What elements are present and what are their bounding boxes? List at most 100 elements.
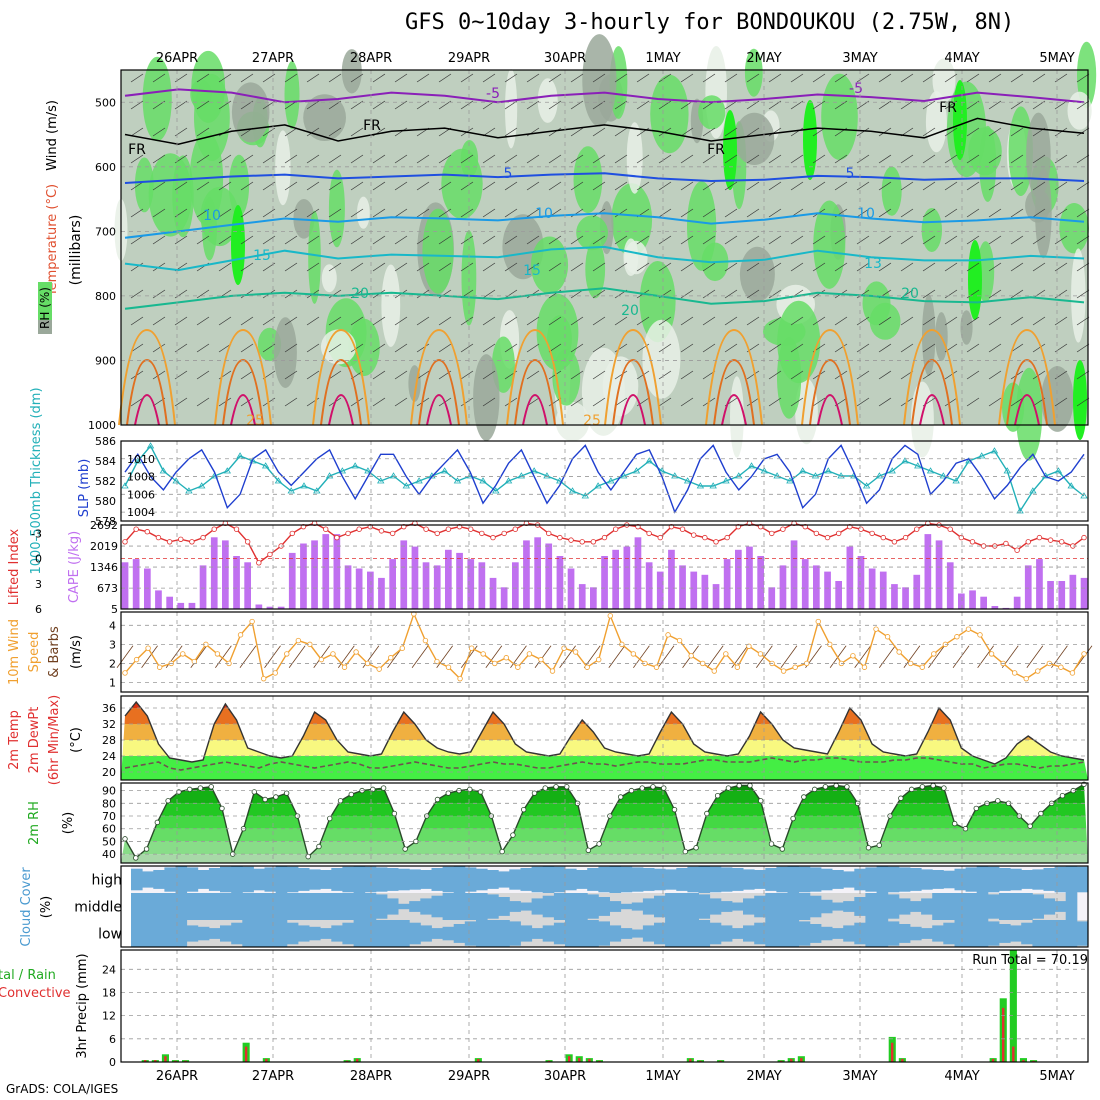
cape-bar — [824, 571, 831, 609]
wind-barb — [394, 316, 408, 326]
wind-barb — [1032, 235, 1046, 245]
wind10m-barb — [657, 645, 675, 668]
wind-barb — [1010, 181, 1024, 191]
rh-patch — [650, 74, 689, 154]
panel-grid — [121, 70, 1088, 1062]
date-label-top: 3MAY — [842, 51, 877, 66]
cloud-high-bar — [876, 866, 889, 893]
lifted-index-tick-label: 6 — [35, 603, 42, 616]
lifted-index-series-point — [490, 534, 496, 541]
lifted-index-series-point — [155, 534, 162, 541]
cloud-middle-bar — [976, 893, 989, 920]
rh2m-band — [121, 816, 1088, 829]
wind10m-barb — [436, 645, 453, 668]
rh-patch — [194, 74, 230, 161]
slp-tick-label: 1008 — [127, 471, 155, 484]
cloud-middle-bar — [186, 893, 199, 920]
upper-air-axis-label: (millibars) — [68, 215, 84, 286]
rh2m-series-point — [876, 842, 882, 848]
lifted-index-series-point — [211, 526, 217, 532]
wind-barb — [416, 73, 430, 83]
wind-barb — [1010, 397, 1024, 407]
cloud-low-bar — [542, 925, 555, 942]
lifted-index-series-point — [345, 530, 351, 537]
lifted-index-series-point — [356, 526, 362, 532]
precip-convective-bar — [477, 1058, 480, 1062]
cloud-high-bar — [865, 867, 877, 892]
thickness-series-point — [1054, 467, 1063, 474]
wind-barb — [350, 208, 364, 218]
wind10m-speed-series-point — [1058, 664, 1064, 670]
wind10m-frame — [120, 611, 1089, 693]
wind-barb — [702, 235, 716, 245]
thickness-series-point — [786, 477, 794, 484]
cloud-high-bar — [386, 868, 399, 891]
wind-barb — [988, 343, 1002, 353]
cape-bar — [879, 571, 887, 609]
date-label-bottom: 30APR — [544, 1069, 586, 1084]
cape-bar — [612, 549, 619, 609]
wind-barb — [944, 127, 958, 137]
cape-bar — [690, 571, 698, 609]
wind10m-tick-label: 3 — [109, 638, 116, 651]
lifted-index-series-point — [568, 537, 574, 543]
cloud-high-bar — [197, 870, 210, 889]
date-label-bottom: 5MAY — [1039, 1069, 1074, 1084]
wind-barb — [284, 262, 298, 272]
rh-patch-bright — [803, 100, 817, 180]
cloud-low-bar — [320, 928, 332, 939]
precip-legend-total: tal / Rain — [0, 968, 56, 983]
wind-barb — [416, 316, 430, 326]
wind-barb — [812, 316, 826, 326]
temp2m-axis-label-2: 2m DewPt — [27, 707, 42, 774]
thickness-series-point — [875, 472, 884, 479]
cloud-high-bar — [186, 867, 199, 892]
wind-barb — [174, 235, 188, 245]
wind-barb — [130, 316, 144, 326]
wind-barb — [592, 289, 606, 299]
cape-bar — [1080, 577, 1088, 609]
cape-bar — [835, 581, 842, 609]
date-label-top: 28APR — [350, 51, 392, 66]
wind-barb — [460, 208, 474, 218]
wind10m-speed-series-point — [630, 651, 637, 657]
cloud-middle-bar — [498, 897, 510, 916]
rh-patch — [308, 210, 321, 304]
wind-barb — [240, 181, 254, 191]
lifted-index-tick-label: 0 — [35, 553, 42, 566]
cape-bar — [489, 577, 497, 609]
cloud-low-bar — [654, 922, 666, 945]
wind-barb — [944, 235, 958, 245]
wind-barb — [196, 235, 210, 245]
thickness-series-point — [990, 447, 999, 454]
wind10m-barb — [608, 645, 626, 668]
cloud-high-bar — [275, 866, 288, 893]
cloud-high-bar — [375, 867, 388, 892]
wind10m-barb — [411, 645, 429, 668]
rh-patch — [202, 197, 217, 261]
wind-barb — [460, 262, 474, 272]
wind-barb — [768, 262, 782, 272]
rh-patch — [1077, 41, 1097, 109]
wind-barb — [988, 73, 1002, 83]
cloud-low-bar — [687, 920, 699, 947]
cape-tick-label: 2019 — [90, 540, 118, 553]
slp-tick-label: 1004 — [127, 506, 155, 519]
cloud-low-bar — [153, 920, 165, 947]
cloud-low-bar — [220, 925, 232, 942]
wind-barb — [1010, 127, 1024, 137]
rh2m-axis-label-2: (%) — [61, 812, 76, 835]
wind10m-barb — [780, 645, 798, 668]
wind-barb — [812, 289, 826, 299]
cloud-high-bar — [720, 867, 733, 892]
rh-patch-bright — [231, 205, 245, 285]
temp-series — [124, 700, 1085, 765]
wind-barb — [306, 316, 320, 326]
thickness-series-point — [274, 477, 283, 484]
cloud-low-bar — [208, 928, 221, 939]
wind10m-speed-series-point — [919, 664, 925, 670]
cloud-high-bar — [542, 866, 555, 893]
cloud-middle-bar — [464, 893, 477, 920]
wind-barb — [966, 181, 980, 191]
thickness-series-point — [888, 467, 896, 474]
